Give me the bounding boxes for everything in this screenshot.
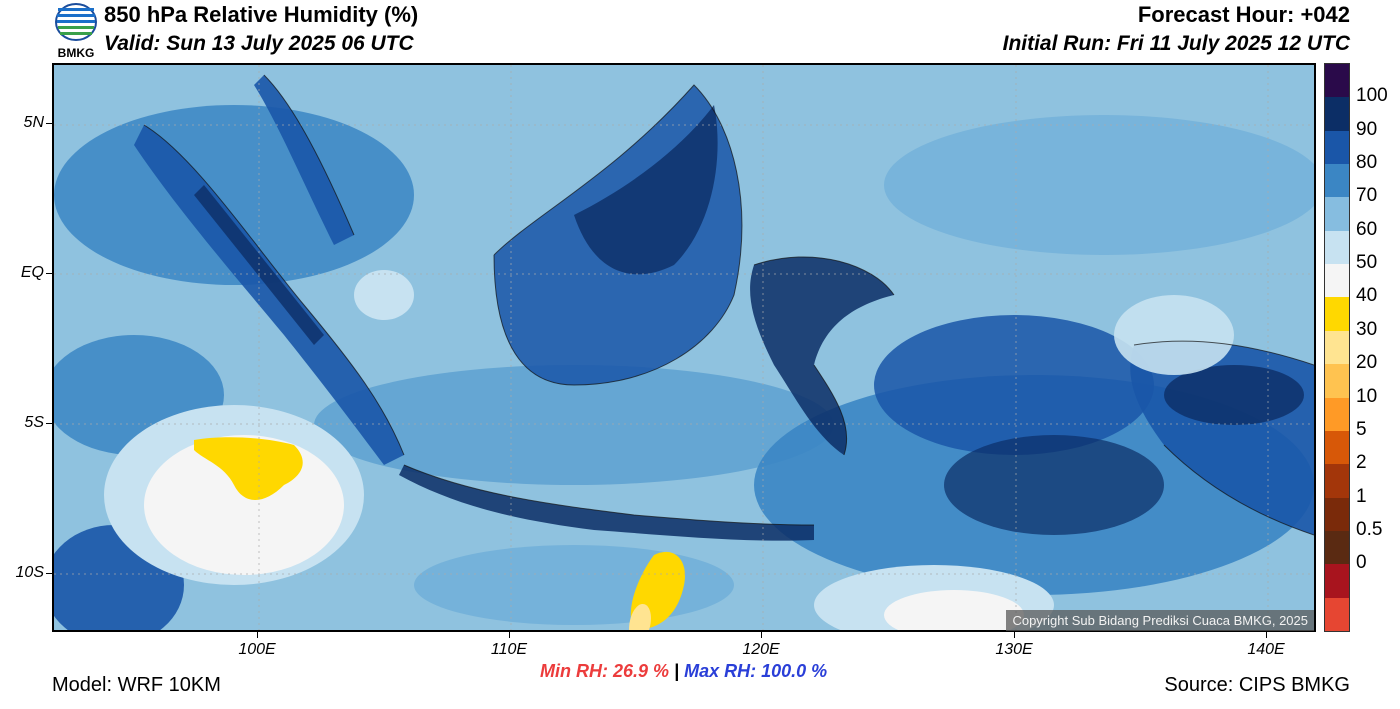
colorbar-label: 100 <box>1356 85 1388 107</box>
colorbar-segment <box>1325 564 1349 599</box>
colorbar-label: 0 <box>1356 552 1367 574</box>
colorbar-segment <box>1325 397 1349 432</box>
colorbar <box>1324 63 1350 632</box>
colorbar-segment <box>1325 364 1349 399</box>
colorbar-segment <box>1325 497 1349 532</box>
colorbar-segment <box>1325 597 1349 632</box>
lat-label-10s: 10S <box>15 564 44 581</box>
lon-tick <box>1266 632 1267 638</box>
colorbar-label: 80 <box>1356 152 1378 174</box>
humidity-map[interactable] <box>52 63 1316 632</box>
initial-run: Initial Run: Fri 11 July 2025 12 UTC <box>1002 32 1350 55</box>
colorbar-segment <box>1325 464 1349 499</box>
colorbar-segment <box>1325 197 1349 232</box>
lon-label-130e: 130E <box>995 641 1033 658</box>
colorbar-segment <box>1325 264 1349 298</box>
lon-tick <box>509 632 510 638</box>
colorbar-label: 40 <box>1356 285 1378 307</box>
stats-separator: | <box>674 661 680 681</box>
colorbar-label: 50 <box>1356 252 1378 274</box>
lat-label-5s: 5S <box>24 414 44 431</box>
colorbar-segment <box>1325 230 1349 265</box>
colorbar-label: 60 <box>1356 218 1378 240</box>
lat-tick <box>46 273 52 274</box>
lon-label-120e: 120E <box>742 641 780 658</box>
min-rh: Min RH: 26.9 % <box>540 661 670 681</box>
colorbar-label: 70 <box>1356 185 1378 207</box>
colorbar-label: 20 <box>1356 352 1378 374</box>
rh-stats: Min RH: 26.9 % | Max RH: 100.0 % <box>540 661 827 682</box>
lon-label-140e: 140E <box>1247 641 1285 658</box>
colorbar-label: 0.5 <box>1356 518 1383 540</box>
colorbar-label: 2 <box>1356 452 1367 474</box>
colorbar-segment <box>1325 297 1349 332</box>
lon-label-110e: 110E <box>490 641 528 658</box>
max-rh: Max RH: 100.0 % <box>684 661 828 681</box>
lon-tick <box>257 632 258 638</box>
lon-label-100e: 100E <box>238 641 276 658</box>
colorbar-label: 10 <box>1356 385 1378 407</box>
model-label: Model: WRF 10KM <box>52 674 221 696</box>
lat-label-5n: 5N <box>23 114 44 131</box>
colorbar-label: 5 <box>1356 418 1367 440</box>
colorbar-segment <box>1325 430 1349 465</box>
lat-label-eq: EQ <box>20 264 44 281</box>
colorbar-segment <box>1325 164 1349 198</box>
valid-time: Valid: Sun 13 July 2025 06 UTC <box>104 32 414 55</box>
colorbar-segment <box>1325 330 1349 365</box>
page-title: 850 hPa Relative Humidity (%) <box>104 2 419 27</box>
colorbar-label: 1 <box>1356 485 1367 507</box>
logo-text: BMKG <box>58 46 95 60</box>
source-label: Source: CIPS BMKG <box>1164 674 1350 696</box>
lat-tick <box>46 123 52 124</box>
lat-tick <box>46 423 52 424</box>
bmkg-logo: BMKG <box>52 0 100 60</box>
lon-tick <box>1014 632 1015 638</box>
map-canvas <box>54 65 1314 630</box>
colorbar-label: 90 <box>1356 118 1378 140</box>
colorbar-label: 30 <box>1356 318 1378 340</box>
colorbar-segment <box>1325 64 1349 98</box>
copyright-notice: Copyright Sub Bidang Prediksi Cuaca BMKG… <box>1006 610 1314 631</box>
forecast-hour: Forecast Hour: +042 <box>1137 2 1350 27</box>
colorbar-segment <box>1325 97 1349 132</box>
lat-tick <box>46 573 52 574</box>
lon-tick <box>761 632 762 638</box>
colorbar-segment <box>1325 530 1349 565</box>
colorbar-segment <box>1325 130 1349 165</box>
